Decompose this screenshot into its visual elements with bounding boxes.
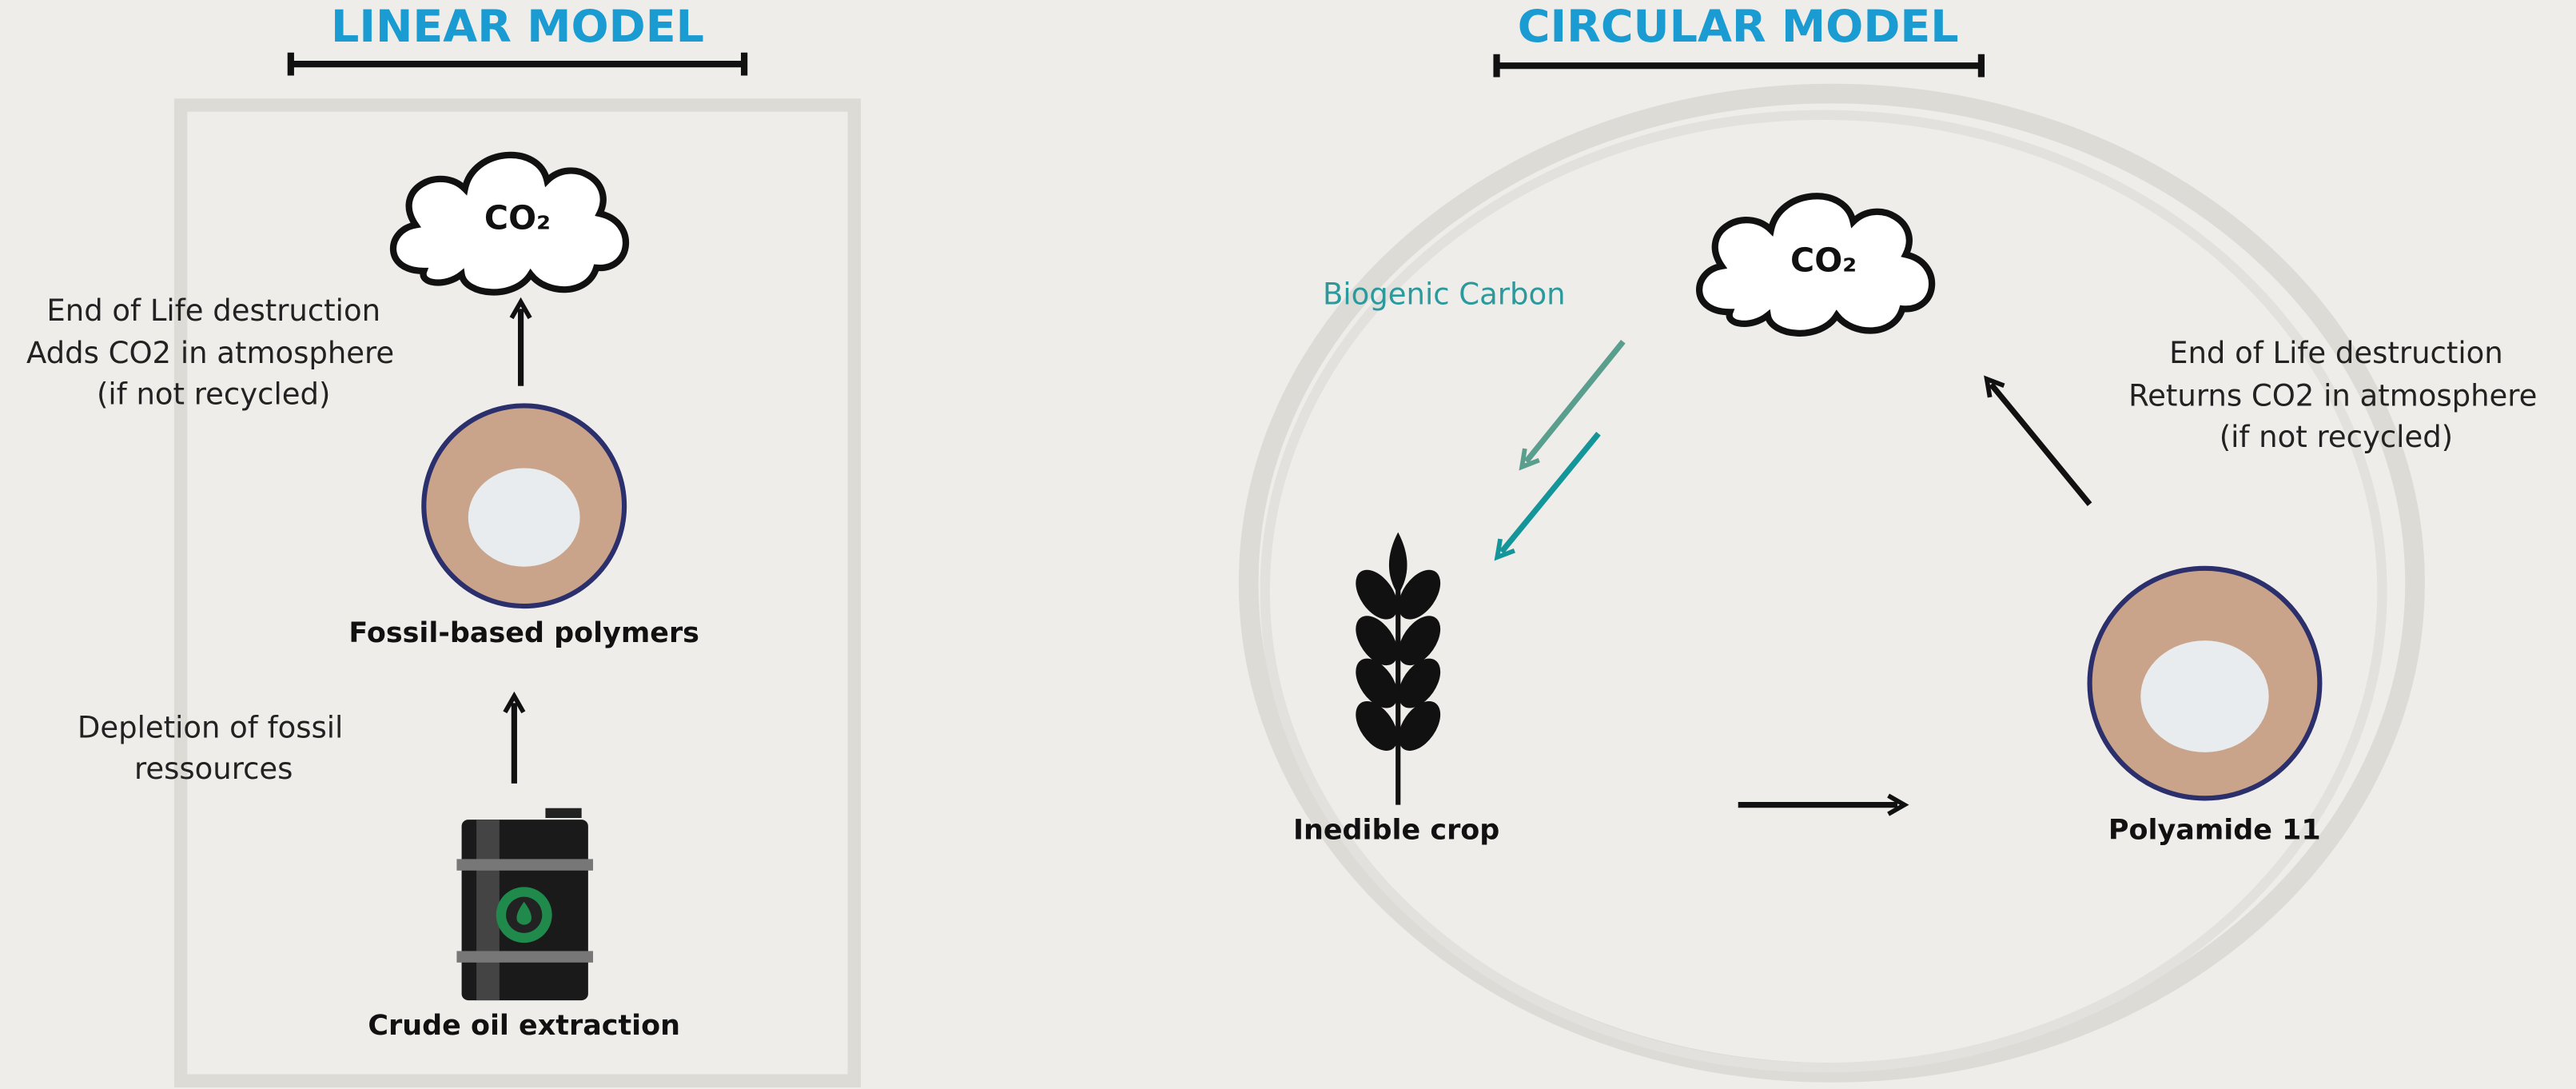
cloud-label: CO₂ — [1790, 241, 1857, 280]
annotation: Depletion of fossil — [78, 711, 343, 745]
node-label: Inedible crop — [1293, 814, 1499, 846]
annotation: End of Life destruction — [2169, 336, 2503, 370]
carbon-label: Biogenic Carbon — [1323, 277, 1566, 311]
annotation: Returns CO2 in atmosphere — [2128, 379, 2537, 413]
node-label: Fossil-based polymers — [348, 617, 699, 649]
annotation: (if not recycled) — [2220, 420, 2453, 454]
node-label: Polyamide 11 — [2108, 814, 2321, 846]
page: LINEAR MODEL CO₂ End of Life destruction… — [0, 0, 2576, 1089]
polymer-image — [2090, 568, 2320, 799]
annotation: ressources — [134, 752, 293, 786]
background — [0, 0, 2576, 1089]
oil-barrel — [456, 808, 593, 1000]
title: CIRCULAR MODEL — [1518, 2, 1959, 53]
annotation: Adds CO2 in atmosphere — [26, 336, 394, 370]
annotation: End of Life destruction — [46, 293, 380, 328]
cloud-label: CO₂ — [484, 198, 551, 237]
title: LINEAR MODEL — [331, 2, 704, 53]
node-label: Crude oil extraction — [368, 1010, 680, 1042]
polymer-image — [424, 405, 624, 606]
annotation: (if not recycled) — [97, 377, 330, 412]
diagram: LINEAR MODEL CO₂ End of Life destruction… — [0, 0, 2576, 1089]
